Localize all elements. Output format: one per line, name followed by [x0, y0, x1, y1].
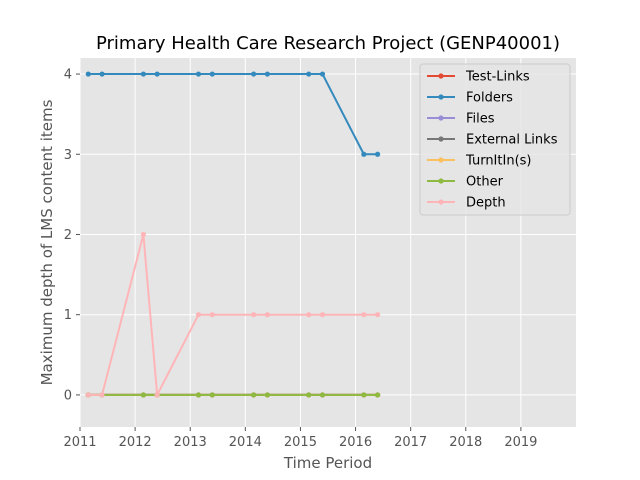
data-point-folders	[195, 71, 202, 77]
data-point-depth	[209, 312, 215, 318]
series-line-folders	[88, 73, 378, 156]
data-point-depth	[140, 231, 146, 238]
y-tick-label: 1	[64, 308, 72, 323]
data-point-folders	[319, 71, 326, 77]
y-tick-label: 3	[64, 148, 72, 163]
data-point-other	[251, 392, 257, 398]
legend-item-test-links: Test-Links	[427, 70, 530, 85]
legend-box	[419, 63, 571, 216]
x-tick-label: 2012	[119, 435, 152, 450]
data-point-other	[375, 392, 381, 398]
data-point-other	[306, 392, 312, 398]
series-layer	[85, 71, 381, 398]
legend-label: Folders	[466, 91, 513, 106]
x-tick-label: 2014	[229, 435, 262, 450]
y-tick-label: 4	[64, 68, 72, 83]
x-axis-label: Time Period	[283, 454, 372, 472]
series-folders	[85, 71, 381, 157]
data-point-other	[361, 392, 367, 398]
data-point-folders	[85, 71, 91, 77]
legend-label: Files	[466, 112, 495, 127]
chart-title: Primary Health Care Research Project (GE…	[96, 33, 560, 54]
data-point-depth	[85, 392, 91, 398]
legend-item-other: Other	[427, 175, 504, 190]
y-tick-label: 0	[64, 388, 72, 403]
x-tick-label: 2016	[339, 435, 372, 450]
legend-marker	[438, 94, 444, 100]
data-point-folders	[209, 71, 215, 77]
legend-marker	[438, 136, 444, 142]
legend-label: Depth	[466, 196, 506, 211]
legend-marker	[438, 157, 444, 163]
series-depth	[85, 231, 381, 398]
x-tick-label: 2015	[284, 435, 317, 450]
data-point-depth	[251, 312, 257, 318]
data-point-other	[264, 392, 270, 398]
data-point-depth	[375, 312, 381, 318]
legend-marker	[438, 178, 444, 184]
legend: Test-Links Folders Files External Links Turn…	[419, 63, 571, 216]
data-point-depth	[154, 392, 160, 398]
data-point-folders	[154, 71, 160, 77]
data-point-depth	[99, 392, 105, 398]
data-point-folders	[264, 71, 270, 77]
ticks: 2011 2012 2013 2014 2015 2016 2017 2018 2019 0 1 2 3…	[63, 68, 537, 450]
data-point-depth	[361, 312, 367, 318]
y-axis-label: Maximum depth of LMS content items	[38, 99, 56, 385]
data-point-folders	[361, 151, 367, 157]
legend-item-turnitin-s: TurnItIn(s)	[427, 154, 531, 169]
data-point-other	[195, 392, 202, 398]
data-point-other	[209, 392, 215, 398]
data-point-depth	[306, 312, 312, 318]
legend-item-files: Files	[427, 112, 495, 127]
legend-label: Other	[466, 175, 504, 190]
data-point-depth	[319, 312, 326, 318]
data-point-other	[319, 392, 326, 398]
legend-marker	[438, 115, 444, 121]
x-tick-label: 2017	[394, 435, 427, 450]
data-point-folders	[140, 71, 146, 77]
series-line-depth	[88, 233, 378, 396]
legend-label: Test-Links	[465, 70, 530, 85]
data-point-depth	[195, 312, 202, 318]
data-point-folders	[375, 151, 381, 157]
data-point-folders	[251, 71, 257, 77]
legend-label: External Links	[466, 133, 558, 148]
legend-item-external-links: External Links	[427, 133, 558, 148]
data-point-folders	[306, 71, 312, 77]
legend-label: TurnItIn(s)	[465, 154, 531, 169]
x-tick-label: 2011	[63, 435, 96, 450]
data-point-folders	[99, 71, 105, 77]
data-point-depth	[264, 312, 270, 318]
legend-item-folders: Folders	[427, 91, 513, 106]
x-tick-label: 2013	[174, 435, 207, 450]
legend-item-depth: Depth	[427, 196, 506, 211]
data-point-other	[140, 392, 146, 398]
legend-marker	[438, 199, 444, 205]
x-tick-label: 2019	[504, 435, 537, 450]
y-tick-label: 2	[64, 228, 72, 243]
x-tick-label: 2018	[449, 435, 482, 450]
legend-marker	[438, 73, 444, 79]
